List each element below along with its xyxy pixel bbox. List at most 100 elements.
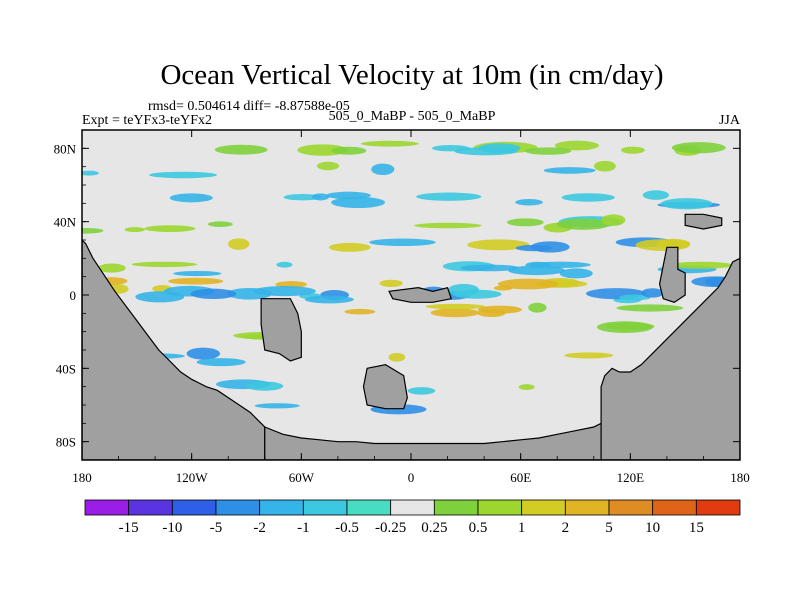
y-tick-label: 0: [70, 288, 77, 303]
colorbar-swatch: [477, 499, 523, 516]
field-patch: [554, 140, 599, 151]
field-patch: [98, 263, 126, 273]
field-patch: [144, 225, 196, 232]
field-patch: [304, 295, 354, 304]
field-patch: [641, 288, 664, 298]
field-patch: [524, 147, 572, 155]
field-patch: [467, 239, 530, 251]
colorbar-swatch: [564, 499, 610, 516]
y-tick-label: 80S: [56, 435, 76, 450]
y-tick-label: 40S: [56, 361, 76, 376]
x-tick-label: 60W: [289, 470, 315, 485]
land-antarctic-rim: [264, 422, 602, 460]
colorbar-label: 5: [605, 520, 613, 536]
field-patch: [196, 358, 246, 367]
field-patch: [594, 160, 616, 172]
field-patch: [416, 192, 482, 201]
field-patch: [379, 279, 403, 287]
field-patch: [515, 199, 543, 206]
field-patch: [660, 198, 713, 210]
colorbar-label: -2: [253, 520, 266, 536]
stats-label: rmsd= 0.504614 diff= -8.87588e-05: [148, 99, 350, 114]
field-patch: [369, 238, 436, 247]
field-patch: [564, 352, 614, 359]
colorbar-swatch: [259, 499, 304, 516]
colorbar-swatch: [390, 499, 435, 516]
field-patch: [186, 347, 221, 360]
field-patch: [325, 191, 371, 200]
field-patch: [328, 242, 371, 252]
colorbar: -15 -10 -5 -2 -1 -0.5 -0.25 0.25 0.5 1 2 5 10 15: [84, 499, 741, 536]
field-patch: [190, 288, 237, 299]
colorbar-label: -0.25: [375, 520, 406, 536]
field-patch: [246, 381, 284, 391]
colorbar-swatch: [346, 499, 392, 516]
y-tick-label: 40N: [54, 215, 77, 230]
field-patch: [388, 352, 406, 362]
colorbar-label: 0.25: [421, 520, 447, 536]
field-patch: [360, 140, 419, 147]
x-tick-label: 120W: [176, 470, 209, 485]
x-tick-label: 0: [408, 470, 415, 485]
axes: 180 120W 60W 0 60E 120E 180 80N 40N 0 40S 80S: [54, 130, 750, 485]
field-patch: [620, 146, 645, 154]
land-western-continent: [82, 239, 266, 460]
colorbar-swatch: [521, 499, 566, 516]
field-patch: [656, 238, 691, 249]
colorbar-label: 1: [518, 520, 526, 536]
field-patch: [82, 170, 99, 176]
field-patch: [601, 214, 626, 226]
field-patch: [172, 270, 222, 277]
field-patch: [518, 384, 535, 390]
colorbar-label: 2: [562, 520, 570, 536]
field-patch: [131, 261, 198, 268]
colorbar-swatch: [84, 499, 130, 516]
colorbar-label: 0.5: [469, 520, 488, 536]
field-patch: [478, 143, 521, 154]
colorbar-swatch: [652, 499, 697, 516]
field-patch: [283, 193, 322, 201]
field-patch: [168, 277, 224, 285]
colorbar-label: -1: [297, 520, 310, 536]
x-tick-label: 180: [72, 470, 92, 485]
colorbar-swatch: [695, 499, 741, 516]
case-label: 505_0_MaBP - 505_0_MaBP: [329, 109, 496, 124]
colorbar-label: -0.5: [335, 520, 359, 536]
colorbar-swatch: [302, 499, 348, 516]
land-equatorial-island: [388, 286, 452, 303]
field-patch: [430, 308, 480, 318]
field-patch: [497, 278, 559, 290]
season-label: JJA: [719, 113, 741, 128]
field-patch: [316, 161, 340, 171]
field-patch: [460, 264, 520, 272]
field-patch: [477, 305, 523, 314]
chart-title: Ocean Vertical Velocity at 10m (in cm/da…: [160, 59, 663, 91]
field-patch: [82, 227, 104, 234]
field-patch: [407, 387, 436, 395]
field-patch: [515, 244, 553, 252]
field-patch: [228, 238, 250, 250]
field-patch: [207, 221, 233, 227]
colorbar-label: -10: [162, 520, 182, 536]
field-patch: [425, 303, 486, 310]
land-southern-island: [362, 364, 408, 410]
colorbar-swatch: [128, 499, 173, 516]
colorbar-label: 10: [645, 520, 660, 536]
field-patch: [371, 163, 395, 176]
field-patch: [135, 291, 185, 303]
field-patch: [616, 304, 684, 312]
land-eastern-continent: [600, 257, 740, 460]
land-northeast-islet: [684, 213, 723, 230]
colorbar-swatch: [215, 499, 261, 516]
field-patch: [561, 193, 615, 202]
field-patch: [559, 268, 593, 279]
x-tick-label: 180: [730, 470, 750, 485]
field-patch: [619, 294, 651, 301]
land-east-peninsula: [658, 246, 686, 303]
map-area: [82, 130, 740, 460]
colorbar-swatch: [608, 499, 654, 516]
field-patch: [671, 142, 726, 154]
land-central-island: [260, 298, 302, 362]
y-tick-label: 80N: [54, 141, 77, 156]
